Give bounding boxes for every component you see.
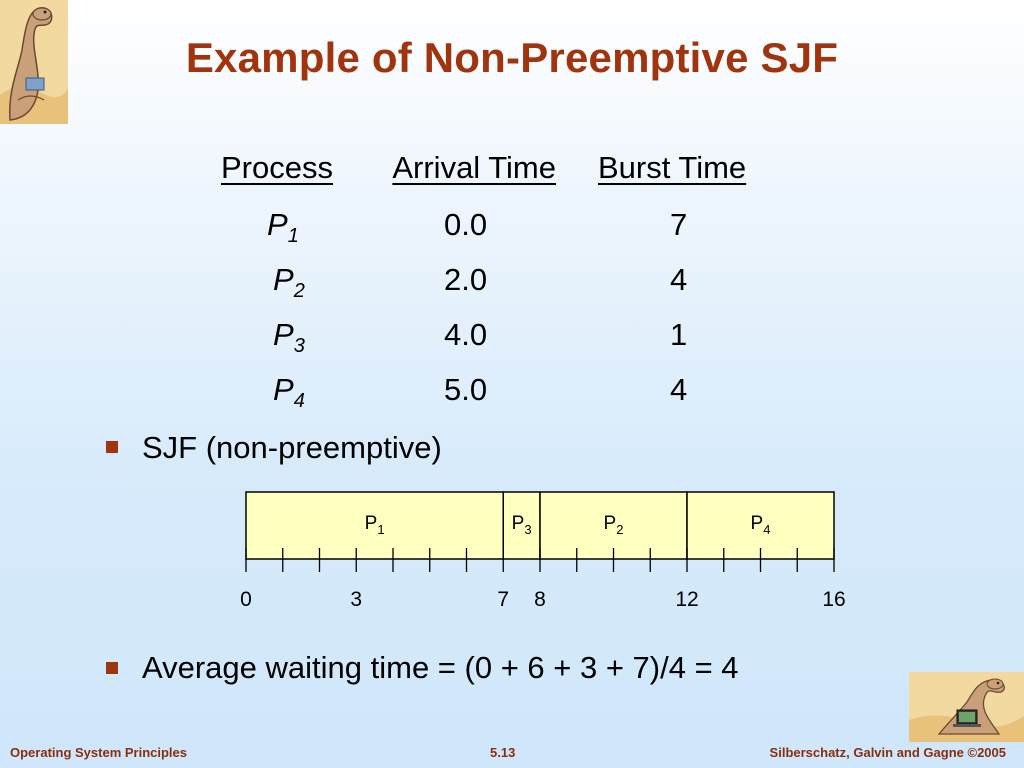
dinosaur-laptop-illustration <box>909 672 1024 742</box>
header-arrival-time-wrap: Arrival Time <box>343 150 556 186</box>
process-name-cell: P2 <box>273 262 305 302</box>
arrival-time-cell: 0.0 <box>444 207 488 242</box>
gantt-label-p2: P2 <box>604 513 624 537</box>
header-process: Process <box>221 150 333 185</box>
gantt-segment-p4 <box>686 491 835 560</box>
arrival-time-cell: 2.0 <box>444 262 488 297</box>
header-burst-time: Burst Time <box>598 150 747 185</box>
gantt-tick-label: 12 <box>675 588 698 611</box>
arrival-time-cell: 5.0 <box>444 372 488 407</box>
gantt-tick-label: 7 <box>497 588 509 611</box>
process-name-cell: P1 <box>267 207 299 247</box>
dinosaur-illustration-top <box>0 0 68 124</box>
burst-time-cell: 7 <box>670 207 688 242</box>
bullet-square-icon <box>106 662 118 674</box>
process-name-cell: P4 <box>273 372 305 412</box>
gantt-label-p1: P1 <box>365 513 385 537</box>
burst-time-cell: 4 <box>670 372 688 407</box>
gantt-segment-p2 <box>539 491 688 560</box>
slide-title: Example of Non-Preemptive SJF <box>185 34 839 81</box>
burst-time-cell: 1 <box>670 317 688 352</box>
footer-course-title: Operating System Principles <box>10 745 188 760</box>
burst-time-cell: 4 <box>670 262 688 297</box>
footer-slide-number: 5.13 <box>490 745 516 760</box>
gantt-segment-p3 <box>502 491 541 560</box>
gantt-chart: P1 P3 P2 P4 0 3 7 8 12 16 <box>240 491 846 611</box>
gantt-tick-label: 16 <box>822 588 845 611</box>
gantt-tick-label: 8 <box>534 588 546 611</box>
gantt-tick-label: 3 <box>350 588 362 611</box>
footer-copyright: Silberschatz, Galvin and Gagne ©2005 <box>769 745 1006 760</box>
bullet-square-icon <box>106 441 118 453</box>
gantt-tick-label: 0 <box>240 588 252 611</box>
process-name-cell: P3 <box>273 317 305 357</box>
gantt-label-p3: P3 <box>512 513 532 537</box>
gantt-label-p4: P4 <box>751 513 771 537</box>
arrival-time-cell: 4.0 <box>444 317 488 352</box>
bullet-text-sjf: SJF (non-preemptive) <box>142 430 442 465</box>
header-arrival-time: Arrival Time <box>392 150 556 185</box>
bullet-text-average-waiting: Average waiting time = (0 + 6 + 3 + 7)/4… <box>142 650 739 685</box>
